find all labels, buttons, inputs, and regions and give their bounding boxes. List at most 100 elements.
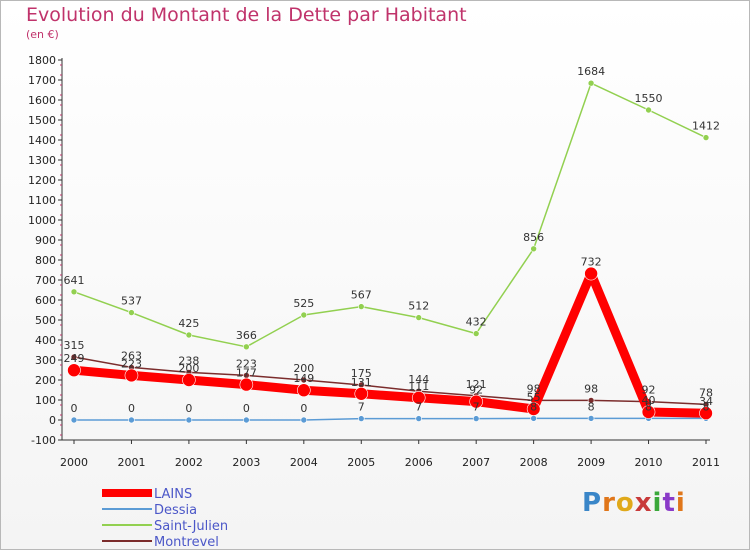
y-tick-label: 600 [35,294,56,307]
y-tick-label: -100 [31,434,56,447]
data-label: 366 [236,329,257,342]
data-label: 121 [466,378,487,391]
data-label: 92 [469,384,483,397]
proxiti-logo: Proxiti [582,488,686,518]
y-tick-label: 500 [35,314,56,327]
data-label: 8 [703,400,710,413]
data-label: 8 [588,400,595,413]
data-point [300,311,308,319]
x-tick-label: 2009 [577,456,605,469]
data-label: 732 [581,256,602,269]
chart-subtitle: (en €) [26,28,59,41]
y-tick-label: 400 [35,334,56,347]
chart-title: Evolution du Montant de la Dette par Hab… [26,4,467,26]
data-point [411,390,426,405]
data-point [530,415,537,422]
data-label: 1412 [692,120,720,133]
data-point [70,353,78,361]
data-point [300,376,308,384]
series-line-saint-julien [73,82,707,348]
data-point [70,288,78,296]
x-tick-label: 2010 [635,456,663,469]
data-label: 525 [293,297,314,310]
data-point [300,416,308,424]
data-point [128,309,135,316]
x-tick-label: 2004 [290,456,318,469]
data-point [128,416,135,424]
y-tick-label: 1800 [28,54,56,67]
x-tick-label: 2000 [60,456,88,469]
series-line-lains [69,269,711,418]
data-point [67,363,81,378]
x-tick-label: 2011 [692,456,720,469]
x-tick-label: 2006 [405,456,433,469]
y-tick-label: 1500 [28,114,56,127]
data-label: 144 [408,373,429,386]
x-tick-label: 2001 [117,456,145,469]
data-label: 249 [64,352,85,365]
data-label: 200 [293,362,314,375]
data-point [185,416,193,424]
data-label: 0 [71,402,78,415]
data-label: 223 [236,357,257,370]
data-point [469,394,483,409]
y-tick-label: 700 [35,274,56,287]
data-label: 8 [530,400,537,413]
y-tick-label: 1400 [28,134,56,147]
y-tick-label: 1300 [28,154,56,167]
y-tick-label: 300 [35,354,56,367]
x-tick-label: 2005 [347,456,375,469]
data-label: 7 [415,401,422,414]
data-point [354,386,369,401]
data-label: 92 [642,384,656,397]
data-label: 111 [408,380,429,393]
data-point [526,402,541,416]
data-point [472,415,480,422]
data-point [530,245,537,253]
data-label: 1550 [635,92,663,105]
y-tick-label: 800 [35,254,56,267]
data-label: 7 [473,401,480,414]
x-tick-label: 2007 [462,456,490,469]
data-point [415,415,423,422]
data-point [587,397,595,404]
y-tick-label: 0 [49,414,56,427]
data-point [587,415,595,422]
y-tick-label: 1700 [28,74,56,87]
data-point [297,383,311,398]
data-point [243,343,250,351]
data-label: 78 [699,386,713,399]
data-label: 200 [178,362,199,375]
data-label: 263 [121,349,142,362]
legend-label: LAINS [154,487,192,502]
data-label: 1684 [577,65,605,78]
data-label: 8 [645,400,652,413]
data-label: 238 [178,354,199,367]
series-line-montrevel [73,356,707,406]
data-label: 0 [300,402,307,415]
data-label: 223 [121,357,142,370]
data-label: 432 [466,316,487,329]
x-tick-label: 2008 [520,456,548,469]
data-label: 40 [642,394,656,407]
x-tick-label: 2002 [175,456,203,469]
y-tick-label: 1100 [28,194,56,207]
data-label: 98 [527,382,541,395]
data-point [243,416,250,424]
data-point [641,405,656,419]
data-label: 567 [351,289,372,302]
data-label: 98 [584,382,598,395]
data-point [182,373,196,387]
data-label: 0 [185,402,192,415]
data-label: 0 [243,402,250,415]
data-label: 315 [64,339,85,352]
x-tick-label: 2003 [232,456,260,469]
data-label: 425 [178,317,199,330]
legend-label: Montrevel [154,535,219,550]
data-point [239,377,254,392]
data-label: 55 [527,391,541,404]
data-label: 537 [121,295,142,308]
data-point [699,406,713,421]
data-label: 512 [408,300,429,313]
